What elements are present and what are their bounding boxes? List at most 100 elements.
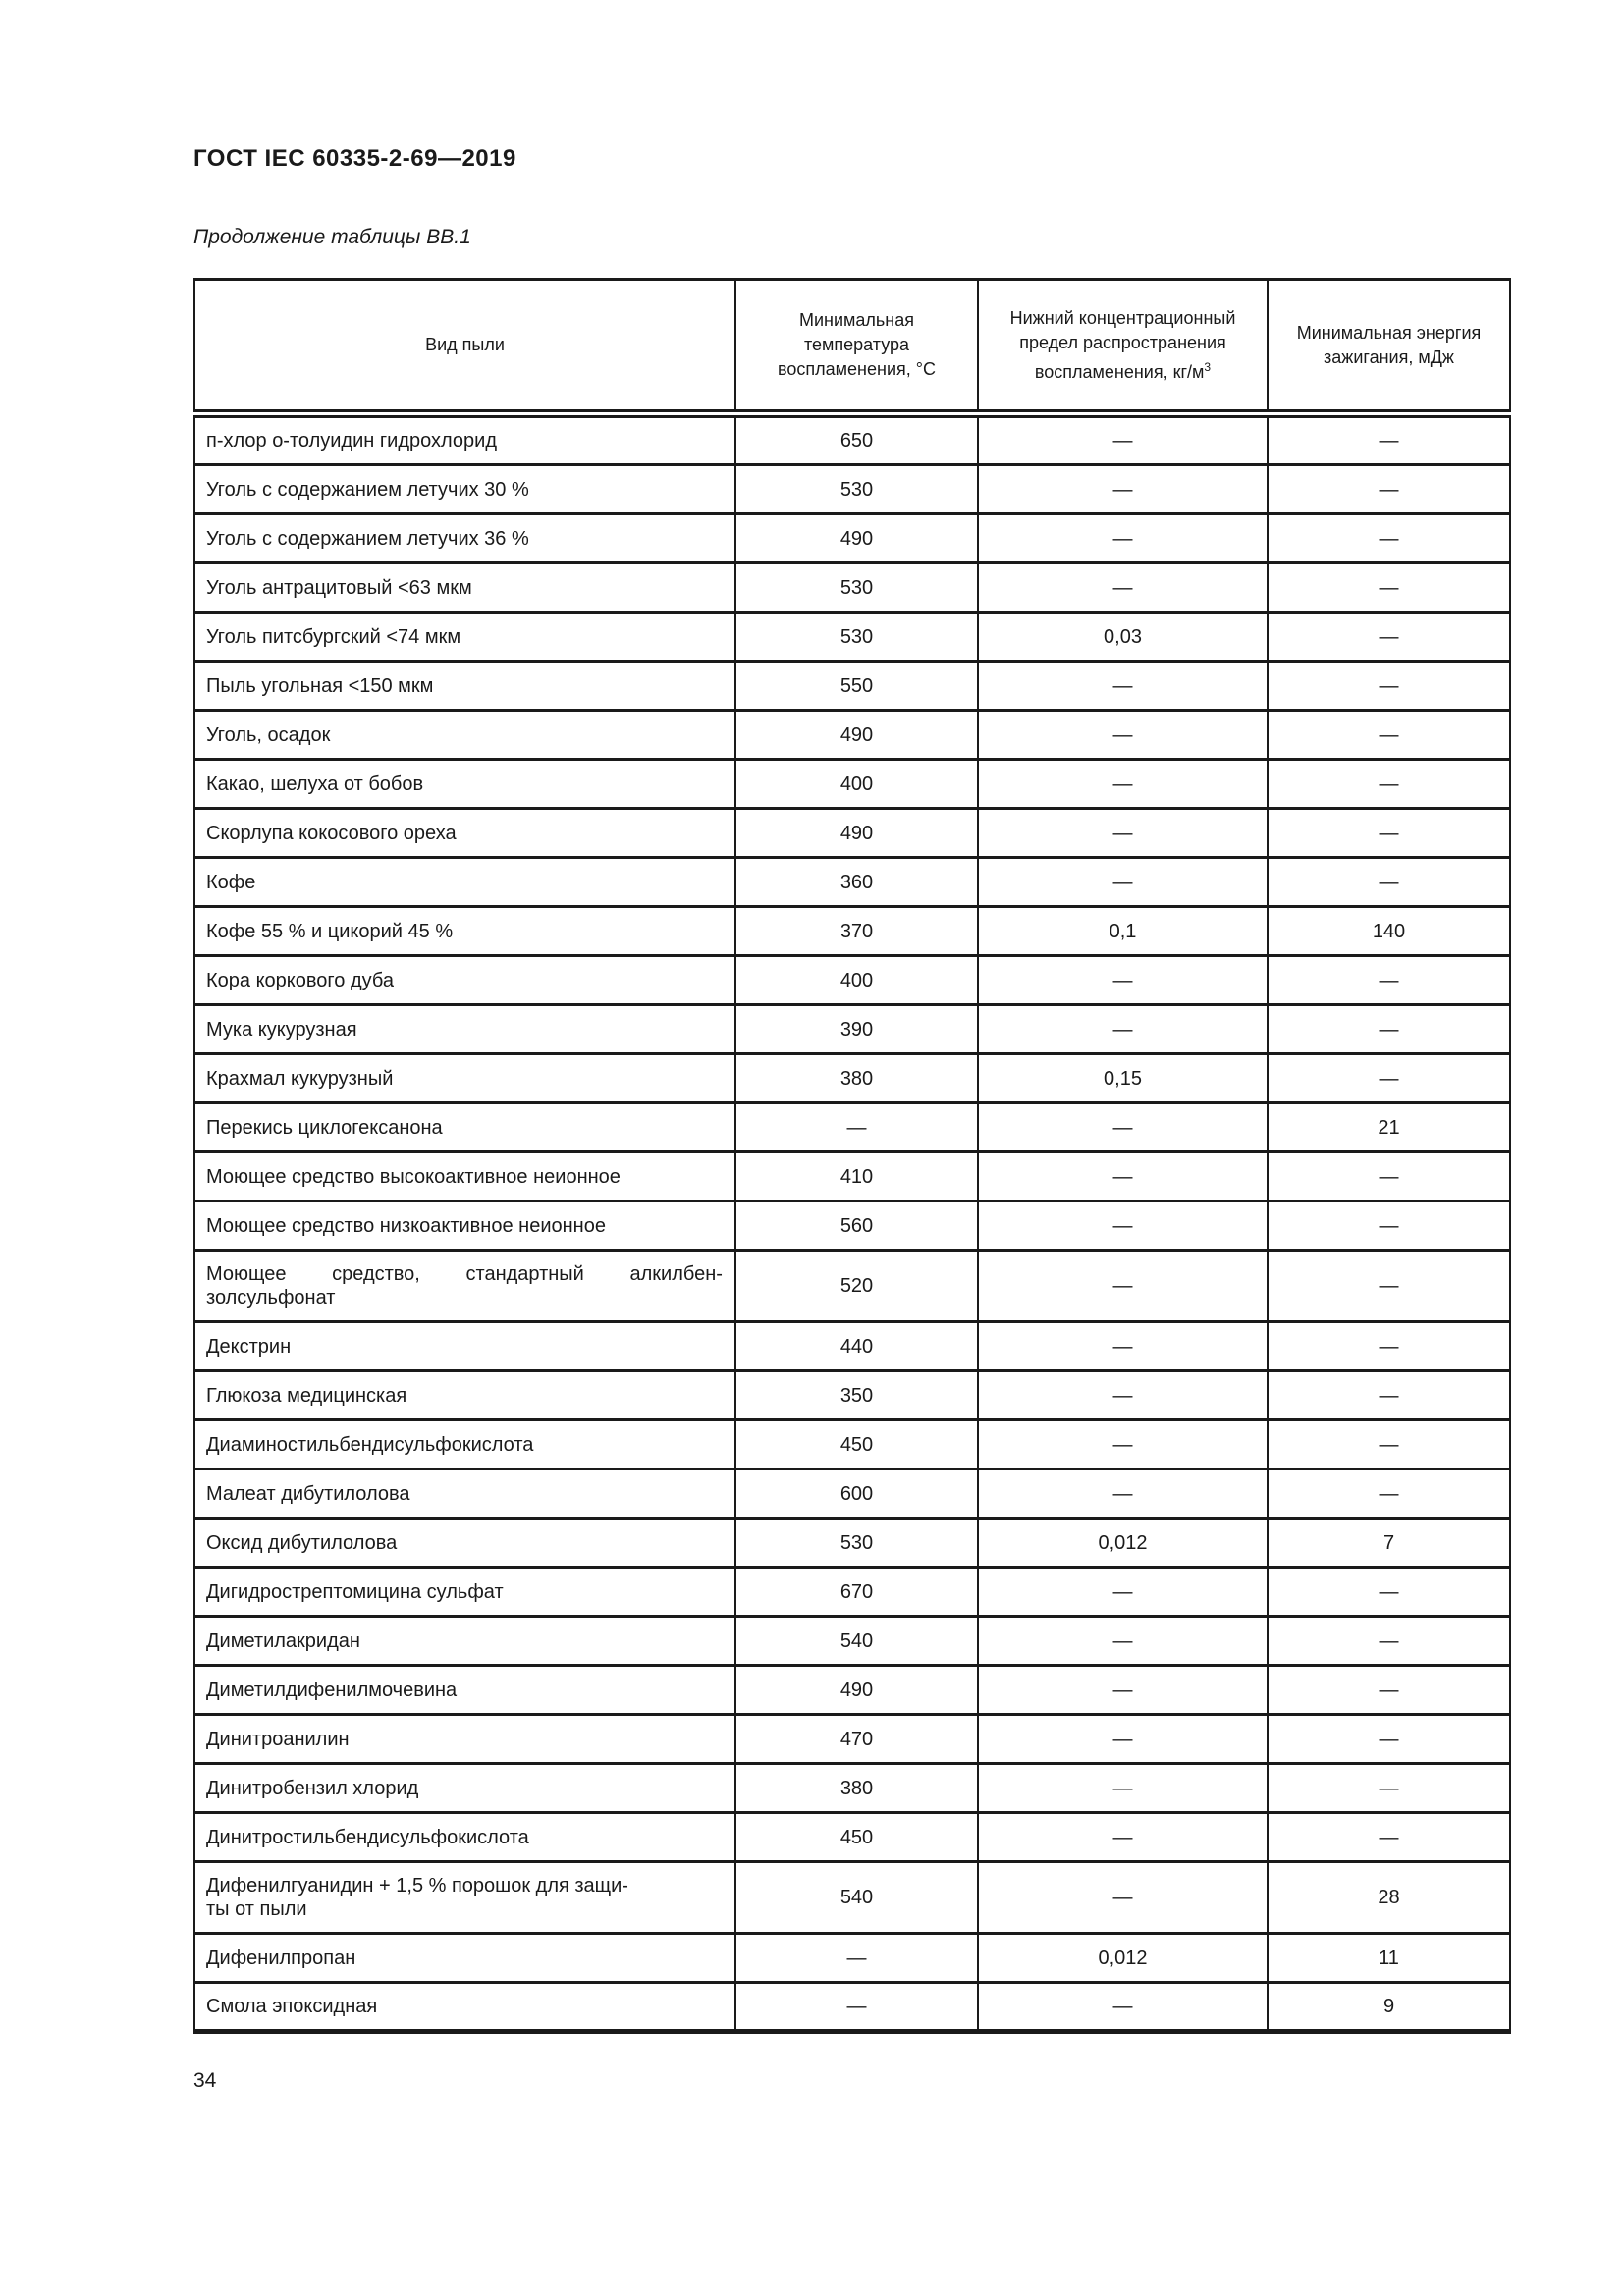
dust-type-cell: Декстрин <box>193 1320 736 1372</box>
table-row: Скорлупа кокосового ореха 490— — <box>193 807 1511 859</box>
concentration-limit-cell: 0,15 <box>977 1052 1269 1104</box>
table-row: Дифенилпропан —0,012 11 <box>193 1932 1511 1984</box>
dust-type-cell: Какао, шелуха от бобов <box>193 758 736 810</box>
ignition-energy-cell: — <box>1267 660 1511 712</box>
ignition-energy-cell: 21 <box>1267 1101 1511 1153</box>
dust-type-cell: Диметилдифенилмочевина <box>193 1664 736 1716</box>
table-row: Оксид дибутилолова 530 0,012 7 <box>193 1517 1511 1569</box>
dust-type-cell: Диаминостильбендисульфокислота <box>193 1418 736 1470</box>
ignition-energy-cell: 7 <box>1267 1517 1511 1569</box>
standard-reference: ГОСТ IEC 60335-2-69—2019 <box>193 145 516 172</box>
ignition-energy-cell: — <box>1267 758 1511 810</box>
ignition-energy-cell: — <box>1267 1713 1511 1765</box>
ignition-energy-cell: — <box>1267 1762 1511 1814</box>
concentration-limit-cell: 0,012 <box>977 1932 1269 1984</box>
table-row: Динитростильбендисульфокислота 450— — <box>193 1811 1511 1863</box>
ignition-temp-cell: 530 <box>734 463 979 515</box>
concentration-limit-cell: — <box>977 1860 1269 1935</box>
dust-type-cell: Дигидрострептомицина сульфат <box>193 1566 736 1618</box>
ignition-temp-cell: 450 <box>734 1418 979 1470</box>
table-row: Диметилдифенилмочевина 490— — <box>193 1664 1511 1716</box>
dust-type-cell: Оксид дибутилолова <box>193 1517 736 1569</box>
ignition-temp-cell: 470 <box>734 1713 979 1765</box>
dust-type-cell: п-хлор о-толуидин гидрохлорид <box>193 412 736 466</box>
ignition-energy-cell: — <box>1267 611 1511 663</box>
ignition-energy-cell: — <box>1267 807 1511 859</box>
ignition-energy-cell: — <box>1267 1615 1511 1667</box>
dust-type-cell: Уголь, осадок <box>193 709 736 761</box>
concentration-limit-cell: — <box>977 1664 1269 1716</box>
concentration-limit-cell: 0,1 <box>977 905 1269 957</box>
table-row: Пыль угольная <150 мкм 550— — <box>193 660 1511 712</box>
ignition-temp-cell: 650 <box>734 412 979 466</box>
ignition-temp-cell: — <box>734 1932 979 1984</box>
concentration-limit-cell: — <box>977 709 1269 761</box>
concentration-limit-cell: — <box>977 758 1269 810</box>
table-row: Декстрин 440— — <box>193 1320 1511 1372</box>
table-row: Мука кукурузная 390— — <box>193 1003 1511 1055</box>
dust-type-cell: Уголь с содержанием летучих 36 % <box>193 512 736 564</box>
dust-type-cell: Уголь антрацитовый <63 мкм <box>193 561 736 614</box>
ignition-energy-cell: — <box>1267 1003 1511 1055</box>
ignition-energy-cell: — <box>1267 709 1511 761</box>
concentration-limit-cell: — <box>977 1200 1269 1252</box>
concentration-limit-cell: 0,03 <box>977 611 1269 663</box>
ignition-temp-cell: 490 <box>734 807 979 859</box>
concentration-limit-cell: — <box>977 1615 1269 1667</box>
column-header: Минимальная температура воспламенения, °… <box>734 278 979 418</box>
concentration-limit-cell: — <box>977 660 1269 712</box>
ignition-energy-cell: — <box>1267 512 1511 564</box>
ignition-energy-cell: 140 <box>1267 905 1511 957</box>
concentration-limit-cell: 0,012 <box>977 1517 1269 1569</box>
ignition-temp-cell: 540 <box>734 1615 979 1667</box>
dust-type-cell: Кофе <box>193 856 736 908</box>
concentration-limit-cell: — <box>977 1713 1269 1765</box>
table-row: Динитробензил хлорид 380— — <box>193 1762 1511 1814</box>
table-row: Крахмал кукурузный 380 0,15— <box>193 1052 1511 1104</box>
concentration-limit-cell: — <box>977 561 1269 614</box>
ignition-temp-cell: 410 <box>734 1150 979 1202</box>
dust-type-cell: Моющее средство, стандартный алкилбен-золсу… <box>193 1249 736 1323</box>
ignition-temp-cell: 520 <box>734 1249 979 1323</box>
ignition-temp-cell: 550 <box>734 660 979 712</box>
table-row: Моющее средство высокоактивное неионное 4… <box>193 1150 1511 1202</box>
table-caption: Продолжение таблицы ВВ.1 <box>193 226 471 248</box>
table-row: Уголь питсбургский <74 мкм 530 0,03— <box>193 611 1511 663</box>
page-number: 34 <box>193 2069 217 2092</box>
ignition-energy-cell: — <box>1267 1369 1511 1421</box>
ignition-temp-cell: 530 <box>734 611 979 663</box>
ignition-energy-cell: — <box>1267 1249 1511 1323</box>
column-header: Нижний концентрационный предел распростр… <box>977 278 1269 418</box>
ignition-temp-cell: 530 <box>734 1517 979 1569</box>
ignition-energy-cell: — <box>1267 1320 1511 1372</box>
dust-type-cell: Диметилакридан <box>193 1615 736 1667</box>
ignition-energy-cell: — <box>1267 1200 1511 1252</box>
ignition-energy-cell: — <box>1267 1150 1511 1202</box>
ignition-temp-cell: 380 <box>734 1762 979 1814</box>
concentration-limit-cell: — <box>977 1762 1269 1814</box>
ignition-temp-cell: 490 <box>734 709 979 761</box>
table-row: Уголь с содержанием летучих 30 % 530— — <box>193 463 1511 515</box>
ignition-temp-cell: 560 <box>734 1200 979 1252</box>
table-row: Моющее средство, стандартный алкилбен-золсу… <box>193 1249 1511 1323</box>
dust-type-cell: Кора коркового дуба <box>193 954 736 1006</box>
dust-type-cell: Скорлупа кокосового ореха <box>193 807 736 859</box>
table-row: Уголь с содержанием летучих 36 % 490— — <box>193 512 1511 564</box>
ignition-energy-cell: — <box>1267 561 1511 614</box>
table-row: Кора коркового дуба 400— — <box>193 954 1511 1006</box>
table-row: Перекись циклогексанона — —21 <box>193 1101 1511 1153</box>
dust-type-cell: Дифенилгуанидин + 1,5 % порошок для защи… <box>193 1860 736 1935</box>
concentration-limit-cell: — <box>977 412 1269 466</box>
ignition-energy-cell: — <box>1267 412 1511 466</box>
concentration-limit-cell: — <box>977 463 1269 515</box>
dust-type-cell: Динитробензил хлорид <box>193 1762 736 1814</box>
ignition-temp-cell: 540 <box>734 1860 979 1935</box>
ignition-energy-cell: — <box>1267 1811 1511 1863</box>
table-row: Малеат дибутилолова 600— — <box>193 1468 1511 1520</box>
concentration-limit-cell: — <box>977 1369 1269 1421</box>
ignition-temp-cell: 390 <box>734 1003 979 1055</box>
concentration-limit-cell: — <box>977 1468 1269 1520</box>
header-row: Вид пыли Минимальная температура воспламе… <box>193 278 1511 418</box>
dust-type-cell: Моющее средство низкоактивное неионное <box>193 1200 736 1252</box>
